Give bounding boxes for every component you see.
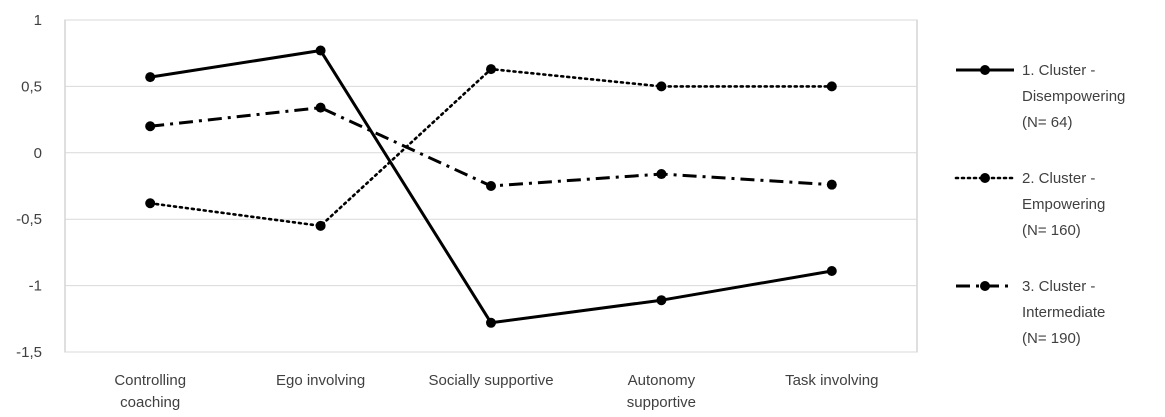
data-point (656, 169, 667, 180)
legend-label-line: (N= 160) (1022, 222, 1081, 239)
x-tick-label-line: coaching (120, 394, 180, 411)
data-point (145, 72, 156, 83)
y-tick-label: 1 (34, 12, 42, 29)
legend-label-line: (N= 190) (1022, 330, 1081, 347)
data-point (656, 295, 667, 306)
y-tick-label: 0 (34, 145, 42, 162)
legend-label-line: Disempowering (1022, 88, 1125, 105)
legend-marker (980, 65, 990, 75)
series-2 (145, 64, 837, 231)
data-point (315, 102, 326, 113)
legend-label-line: Empowering (1022, 196, 1105, 213)
y-tick-label: -0,5 (16, 211, 42, 228)
series-3 (145, 102, 837, 191)
x-tick-label: Socially supportive (428, 372, 553, 389)
series-line (150, 106, 832, 188)
data-point (826, 179, 837, 190)
gridlines (65, 19, 917, 353)
data-point (315, 220, 326, 231)
x-tick-label-line: Socially supportive (428, 372, 553, 389)
legend-marker (980, 281, 990, 291)
y-axis-tick-labels: 1 0,5 0 -0,5 -1 -1,5 (16, 12, 42, 361)
series-1 (145, 45, 837, 328)
legend-label-line: 2. Cluster - (1022, 170, 1095, 187)
legend-entry-2: 2. Cluster - Empowering (N= 160) (954, 170, 1105, 239)
legend-label-line: 1. Cluster - (1022, 62, 1095, 79)
series-line (148, 67, 834, 228)
data-point (315, 45, 326, 56)
x-tick-label-line: Ego involving (276, 372, 365, 389)
x-tick-label: Autonomy supportive (627, 372, 696, 411)
y-tick-label: 0,5 (21, 78, 42, 95)
legend-label-line: (N= 64) (1022, 114, 1072, 131)
data-point (486, 64, 496, 75)
data-point (826, 265, 837, 276)
data-point (486, 317, 496, 328)
legend: 1. Cluster - Disempowering (N= 64) 2. Clust… (954, 62, 1125, 347)
legend-label: 3. Cluster - Intermediate (N= 190) (1022, 278, 1105, 347)
y-tick-label: -1 (29, 278, 42, 295)
y-tick-label: -1,5 (16, 344, 42, 361)
x-tick-label: Ego involving (276, 372, 365, 389)
legend-marker (980, 173, 990, 183)
x-tick-label-line: Autonomy (628, 372, 696, 389)
data-point (826, 81, 837, 92)
x-tick-label-line: supportive (627, 394, 696, 411)
data-point (486, 181, 496, 191)
x-axis-tick-labels: Controlling coaching Ego involving Socially… (114, 372, 878, 411)
x-tick-label: Controlling coaching (114, 372, 186, 411)
x-tick-label-line: Controlling (114, 372, 186, 389)
legend-label: 1. Cluster - Disempowering (N= 64) (1022, 62, 1125, 131)
data-point (656, 81, 667, 92)
data-point (145, 121, 156, 132)
legend-label-line: Intermediate (1022, 304, 1105, 321)
x-tick-label-line: Task involving (785, 372, 878, 389)
legend-entry-3: 3. Cluster - Intermediate (N= 190) (956, 278, 1105, 347)
legend-label-line: 3. Cluster - (1022, 278, 1095, 295)
legend-entry-1: 1. Cluster - Disempowering (N= 64) (956, 62, 1125, 131)
legend-label: 2. Cluster - Empowering (N= 160) (1022, 170, 1105, 239)
data-point (145, 198, 156, 209)
x-tick-label: Task involving (785, 372, 878, 389)
series-lines (145, 45, 837, 328)
